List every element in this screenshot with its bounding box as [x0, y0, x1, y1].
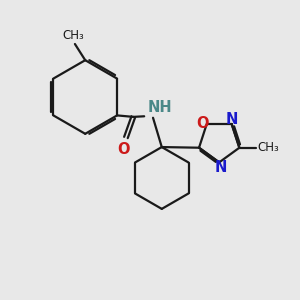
Text: N: N [214, 160, 227, 175]
Text: NH: NH [147, 100, 172, 115]
Text: O: O [117, 142, 130, 157]
Text: O: O [196, 116, 209, 131]
Text: CH₃: CH₃ [257, 141, 279, 154]
Text: N: N [226, 112, 238, 127]
Text: CH₃: CH₃ [63, 28, 84, 42]
